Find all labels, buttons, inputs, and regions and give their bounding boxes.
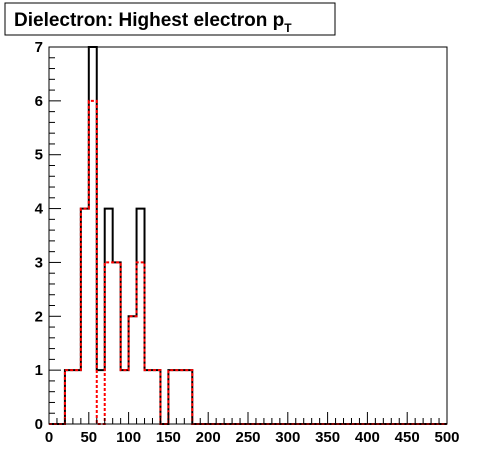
y-tick-label: 3 — [35, 254, 43, 271]
x-tick-label: 300 — [275, 429, 300, 446]
x-tick-label: 50 — [80, 429, 97, 446]
x-tick-label: 100 — [116, 429, 141, 446]
axis-layer — [48, 46, 448, 425]
title-box: Dielectron: Highest electron pT — [4, 2, 336, 36]
y-tick-label: 4 — [35, 201, 44, 218]
y-tick-label: 2 — [35, 308, 43, 325]
y-tick-label: 6 — [35, 93, 43, 110]
title-frame — [4, 2, 336, 36]
chart-title-main: Dielectron: Highest electron p — [14, 10, 284, 31]
plot-frame — [48, 46, 448, 425]
x-tick-label: 500 — [434, 429, 459, 446]
x-tick-label: 200 — [196, 429, 221, 446]
chart-title-subscript: T — [284, 21, 292, 35]
y-tick-label: 0 — [35, 416, 43, 433]
x-tick-label: 0 — [45, 429, 53, 446]
y-tick-label: 5 — [35, 147, 43, 164]
x-tick-label: 450 — [395, 429, 420, 446]
tick-label-layer: 0 1 2 3 4 5 6 7 0 50 100 150 200 250 300 350 400 450 500 — [35, 39, 460, 446]
x-tick-label: 400 — [355, 429, 380, 446]
chart-title: Dielectron: Highest electron pT — [14, 10, 292, 35]
x-tick-label: 350 — [315, 429, 340, 446]
x-tick-label: 250 — [235, 429, 260, 446]
y-tick-label: 1 — [35, 362, 43, 379]
x-tick-label: 150 — [156, 429, 181, 446]
y-tick-label: 7 — [35, 39, 43, 56]
